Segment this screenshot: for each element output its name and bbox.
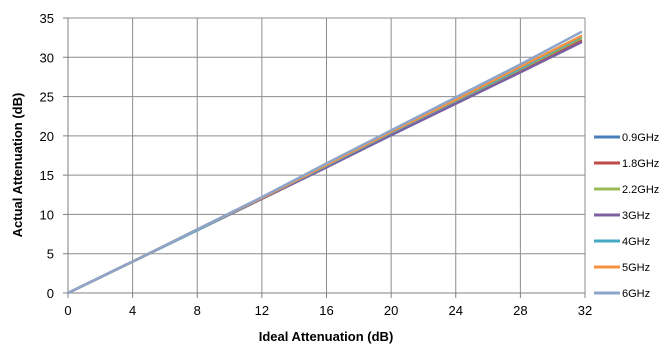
tick-labels: 0 4 8 12 16 20 24 28 32 0 5 10 15 20 25 30 35: [40, 11, 593, 318]
axes: [63, 17, 586, 298]
y-tick-label: 15: [40, 168, 54, 183]
x-axis-title: Ideal Attenuation (dB): [259, 329, 394, 344]
y-tick-label: 5: [47, 247, 54, 262]
y-axis-title: Actual Attenuation (dB): [10, 93, 25, 238]
y-tick-label: 25: [40, 90, 54, 105]
legend-label: 0.9GHz: [622, 132, 659, 144]
x-tick-label: 28: [513, 303, 527, 318]
legend-item: 6GHz: [594, 288, 650, 300]
legend-label: 5GHz: [622, 262, 650, 274]
legend-item: 1.8GHz: [594, 158, 659, 170]
grid-lines: [68, 17, 586, 293]
x-tick-label: 16: [319, 303, 333, 318]
y-tick-label: 30: [40, 50, 54, 65]
legend-label: 1.8GHz: [622, 158, 659, 170]
y-tick-label: 20: [40, 129, 54, 144]
y-tick-label: 10: [40, 207, 54, 222]
legend-item: 4GHz: [594, 236, 650, 248]
series-line-6ghz: [66, 30, 583, 295]
series-lines: [66, 30, 583, 295]
x-tick-label: 0: [64, 303, 71, 318]
legend-label: 6GHz: [622, 288, 650, 300]
x-tick-label: 8: [194, 303, 201, 318]
y-tick-label: 0: [47, 286, 54, 301]
legend-item: 3GHz: [594, 210, 650, 222]
legend-label: 4GHz: [622, 236, 650, 248]
x-tick-label: 4: [129, 303, 136, 318]
x-tick-label: 32: [578, 303, 592, 318]
x-tick-label: 24: [449, 303, 463, 318]
legend-item: 2.2GHz: [594, 184, 659, 196]
legend-item: 0.9GHz: [594, 132, 659, 144]
x-tick-label: 20: [384, 303, 398, 318]
x-tick-label: 12: [255, 303, 269, 318]
legend-label: 3GHz: [622, 210, 650, 222]
legend-item: 5GHz: [594, 262, 650, 274]
legend-label: 2.2GHz: [622, 184, 659, 196]
y-tick-label: 35: [40, 11, 54, 26]
legend: 0.9GHz 1.8GHz 2.2GHz 3GHz 4GHz 5GHz 6GHz: [594, 132, 659, 300]
